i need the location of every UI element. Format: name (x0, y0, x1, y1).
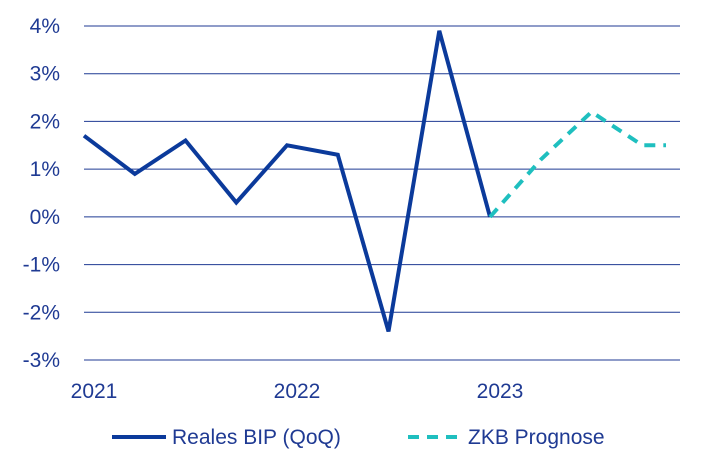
x-tick-label: 2021 (71, 380, 118, 403)
x-tick-label: 2022 (274, 380, 321, 403)
y-tick-label: 4% (30, 15, 60, 38)
x-axis-tick-labels: 2021 2022 2023 (71, 380, 524, 403)
y-tick-label: -2% (23, 301, 60, 324)
y-axis-tick-labels: 4% 3% 2% 1% 0% -1% -2% -3% (23, 15, 60, 372)
grid-lines (84, 25, 680, 361)
series-line-zkb-prognose (488, 109, 666, 219)
y-tick-label: 3% (30, 63, 60, 86)
legend: Reales BIP (QoQ) ZKB Prognose (112, 426, 605, 449)
y-tick-label: -3% (23, 349, 60, 372)
y-tick-label: 0% (30, 206, 60, 229)
x-tick-label: 2023 (477, 380, 524, 403)
legend-label-zkb-prognose: ZKB Prognose (468, 426, 605, 449)
series-lines (82, 30, 666, 332)
y-tick-label: -1% (23, 254, 60, 277)
y-tick-label: 1% (30, 158, 60, 181)
y-tick-label: 2% (30, 110, 60, 133)
series-line-reales-bip (82, 30, 492, 332)
legend-label-reales-bip: Reales BIP (QoQ) (172, 426, 341, 449)
